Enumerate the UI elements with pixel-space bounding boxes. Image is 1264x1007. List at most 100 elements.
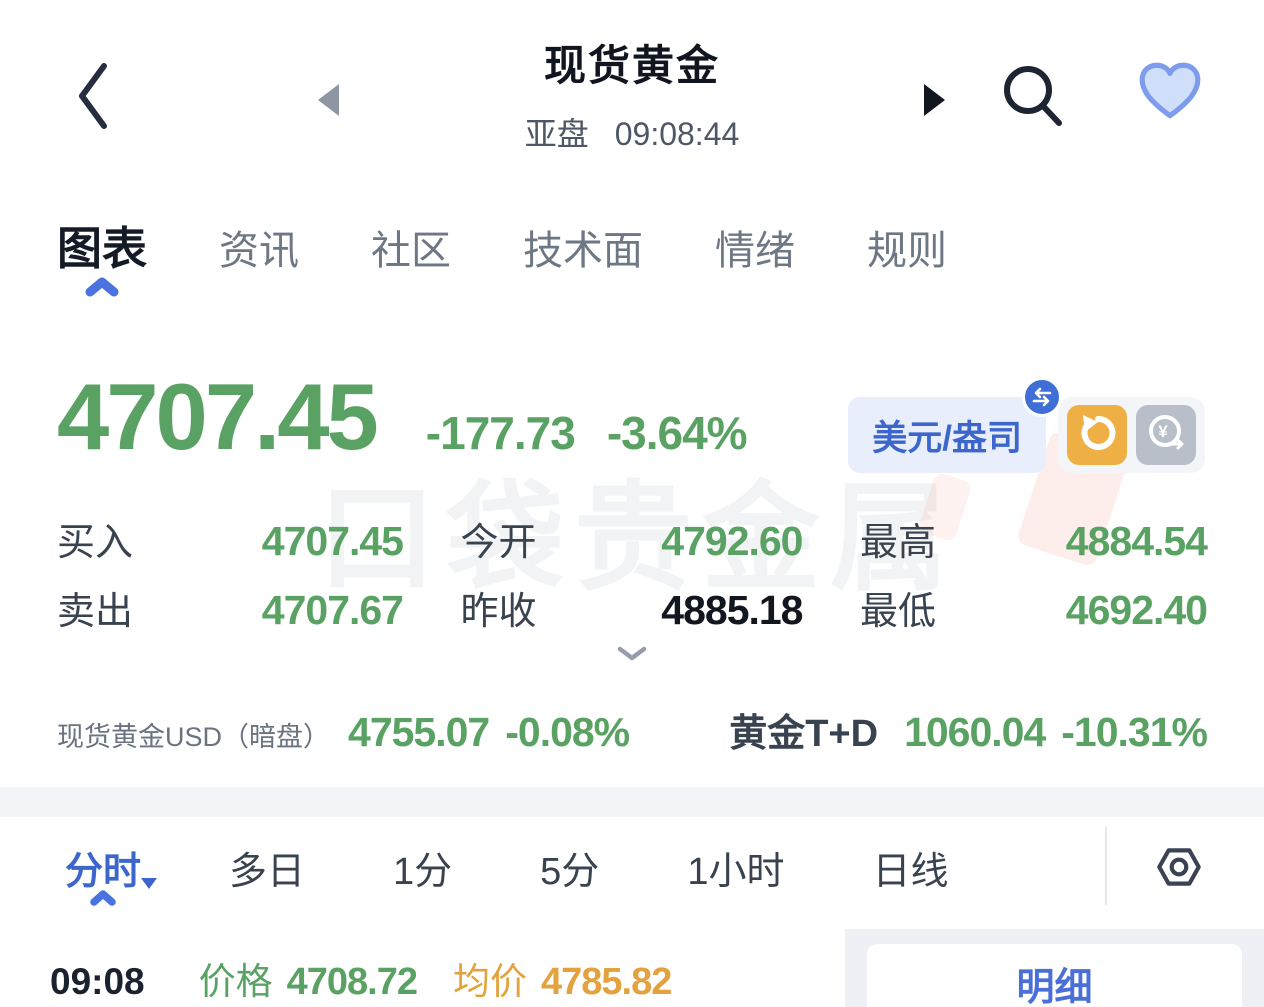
search-icon [1000,66,1066,136]
stat-sell: 卖出 4707.67 [57,580,404,635]
header: 现货黄金 亚盘 09:08:44 [0,0,1264,170]
quick-buttons: ¥ [1058,397,1205,473]
period-divider [1105,827,1107,905]
unit-controls: 美元/盎司 ¥ [848,377,1205,473]
stat-prev-close: 昨收 4885.18 [460,580,804,635]
detail-button[interactable]: 明细 [867,944,1242,1007]
detail-panel: 明细 09:08 4706.94 [845,929,1264,1007]
stat-value: 4792.60 [661,518,803,564]
active-tab-caret-icon [84,257,120,309]
period-label: 1分 [393,850,453,893]
stat-label: 昨收 [460,591,537,633]
related-change: -0.08% [505,709,630,755]
tab-chart[interactable]: 图表 [57,212,147,305]
quote-stats: 买入 4707.45 今开 4792.60 最高 4884.54 卖出 4707… [0,511,1264,635]
stat-buy: 买入 4707.45 [57,511,404,566]
unit-label: 美元/盎司 [872,418,1022,458]
tab-rules[interactable]: 规则 [867,218,947,304]
stat-value: 4692.40 [1065,587,1208,633]
stat-value: 4885.18 [661,587,803,633]
tick-price: 4708.72 [286,961,418,1003]
page-title: 现货黄金 [543,42,720,89]
avg-price: 4785.82 [541,961,672,1003]
currency-convert-icon: ¥ [1145,412,1187,459]
stat-label: 最高 [860,522,937,564]
related-instruments: 现货黄金USD（暗盘） 4755.07 -0.08% 黄金T+D 1060.04… [0,702,1264,757]
heart-icon [1136,62,1204,126]
chevron-down-icon [614,645,650,668]
price-change: -177.73 [425,407,576,459]
tab-community[interactable]: 社区 [371,218,451,304]
period-label: 多日 [229,850,306,893]
period-tab-multiday[interactable]: 多日 [229,840,305,895]
header-title-block: 现货黄金 亚盘 09:08:44 [232,32,1032,155]
chart-info-bar: 09:08 价格 4708.72 均价 4785.82 [0,917,1264,1005]
search-button[interactable] [1000,62,1066,137]
prev-instrument-icon[interactable] [318,84,339,116]
period-dropdown-triangle-icon [141,877,158,889]
period-tab-daily[interactable]: 日线 [872,840,948,895]
period-label: 日线 [872,850,949,893]
expand-stats-button[interactable] [0,645,1264,668]
related-change: -10.31% [1061,709,1208,755]
tab-label: 情绪 [715,229,796,273]
chart-settings-button[interactable] [1152,843,1206,896]
period-tab-realtime[interactable]: 分时 [65,840,158,906]
tab-sentiment[interactable]: 情绪 [715,218,795,304]
session-clock: 09:08:44 [614,116,740,152]
stat-label: 最低 [860,591,937,633]
related-value: 4755.07 [348,709,490,755]
price-change-percent: -3.64% [606,407,748,459]
stat-high: 最高 4884.54 [860,511,1208,566]
tab-label: 规则 [867,229,948,273]
last-price: 4707.45 [57,364,379,469]
svg-text:¥: ¥ [1158,422,1168,441]
period-label: 分时 [65,850,142,893]
chart-header-area: 09:08 价格 4708.72 均价 4785.82 明细 09:08 470… [0,917,1264,1007]
favorite-button[interactable] [1136,60,1204,127]
stat-open: 今开 4792.60 [461,511,804,566]
back-button[interactable] [70,60,114,137]
unit-swap-badge-icon [1022,377,1062,417]
related-value: 1060.04 [904,709,1046,755]
tab-label: 图表 [57,223,148,274]
related-gold-td[interactable]: 黄金T+D 1060.04 -10.31% [729,702,1208,757]
period-tab-1min[interactable]: 1分 [393,840,452,895]
active-period-caret-icon [89,874,117,917]
section-divider-band [0,787,1264,817]
currency-convert-button[interactable]: ¥ [1136,405,1196,465]
stat-low: 最低 4692.40 [860,580,1208,635]
stat-value: 4707.45 [261,518,404,564]
nav-tabs: 图表 资讯 社区 技术面 情绪 规则 [0,170,1264,305]
period-tab-1hour[interactable]: 1小时 [687,840,784,895]
stat-label: 买入 [57,522,134,564]
unit-toggle-pill[interactable]: 美元/盎司 [848,377,1062,473]
tick-time: 09:08 [50,961,145,1002]
stat-label: 卖出 [57,591,134,633]
tab-label: 资讯 [219,229,300,273]
back-chevron-icon [70,63,114,136]
related-label: 黄金T+D [729,713,879,755]
related-usd-dark[interactable]: 现货黄金USD（暗盘） 4755.07 -0.08% [57,709,630,756]
refresh-button[interactable] [1067,405,1127,465]
period-tab-5min[interactable]: 5分 [540,840,599,895]
price-label: 价格 [198,961,273,1002]
session-time: 亚盘 09:08:44 [232,109,1032,155]
price-section: 4707.45 -177.73 -3.64% 美元/盎司 [0,363,1264,473]
tab-label: 社区 [371,229,452,273]
avg-label: 均价 [453,961,528,1002]
tab-news[interactable]: 资讯 [219,218,299,304]
refresh-icon [1077,413,1117,458]
tab-label: 技术面 [523,229,644,273]
gear-icon [1152,848,1206,895]
stat-value: 4884.54 [1065,518,1208,564]
next-instrument-icon[interactable] [924,84,945,116]
stat-value: 4707.67 [261,587,404,633]
period-label: 1小时 [687,850,785,893]
related-label: 现货黄金USD（暗盘） [57,722,331,752]
period-tabs: 分时 多日 1分 5分 1小时 日线 [0,817,1264,917]
tab-technical[interactable]: 技术面 [523,218,643,304]
detail-button-label: 明细 [1016,966,1093,1007]
period-label: 5分 [540,850,600,893]
